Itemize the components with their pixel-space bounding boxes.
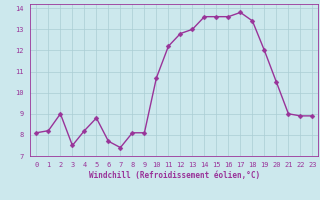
X-axis label: Windchill (Refroidissement éolien,°C): Windchill (Refroidissement éolien,°C) — [89, 171, 260, 180]
